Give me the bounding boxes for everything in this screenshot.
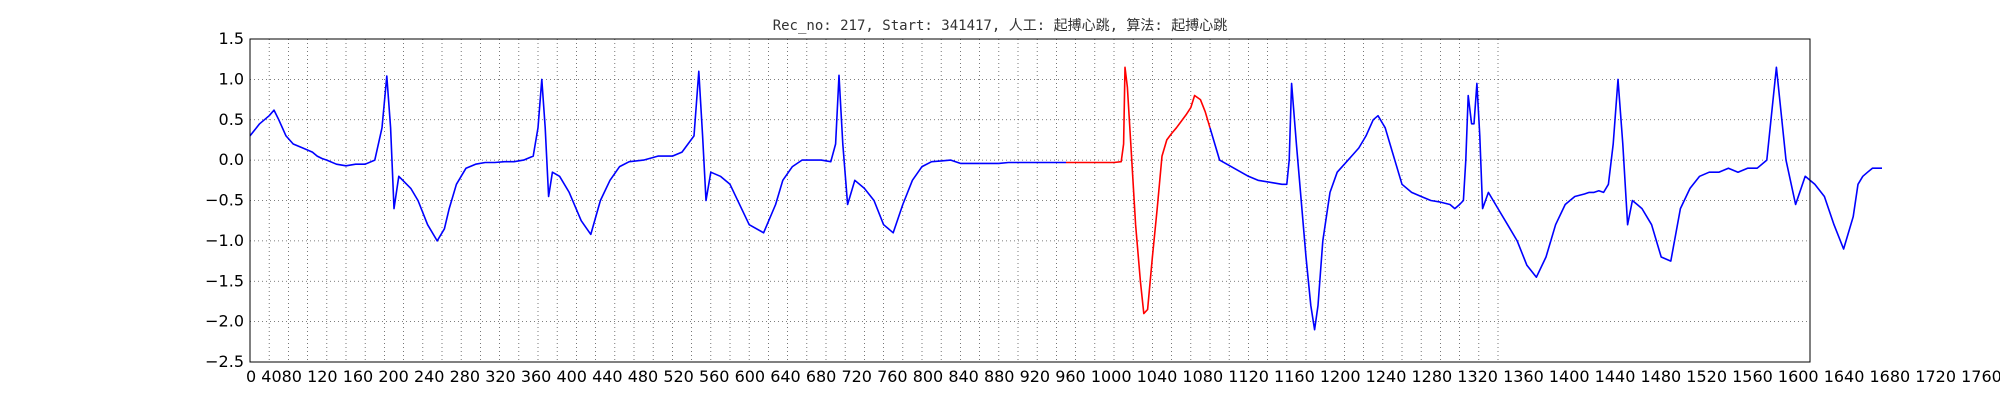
y-tick-label: 0.0 (219, 150, 244, 169)
series-layer (249, 66, 1882, 331)
series-line (1066, 66, 1211, 315)
y-tick-label: −0.5 (205, 191, 244, 210)
y-tick-label: −2.5 (205, 352, 244, 371)
y-tick-label: 1.0 (219, 69, 244, 88)
y-tick-label: 1.5 (219, 29, 244, 48)
y-tick-label: −1.0 (205, 231, 244, 250)
series-line (1209, 66, 1882, 331)
y-tick-label: −2.0 (205, 312, 244, 331)
y-tick-label: 0.5 (219, 110, 244, 129)
chart-title: Rec_no: 217, Start: 341417, 人工: 起搏心跳, 算法… (773, 17, 1228, 34)
grid (249, 38, 1810, 363)
series-line (249, 70, 1066, 242)
y-axis-ticks: 1.5 1.0 0.5 0.0 −0.5 −1.0 −1.5 −2.0 −2.5 (205, 29, 244, 371)
x-axis-tick-labels: 0 4080 120 160 200 240 280 320 360 400 4… (246, 367, 2000, 386)
y-tick-label: −1.5 (205, 271, 244, 290)
plot-frame (249, 38, 1811, 363)
